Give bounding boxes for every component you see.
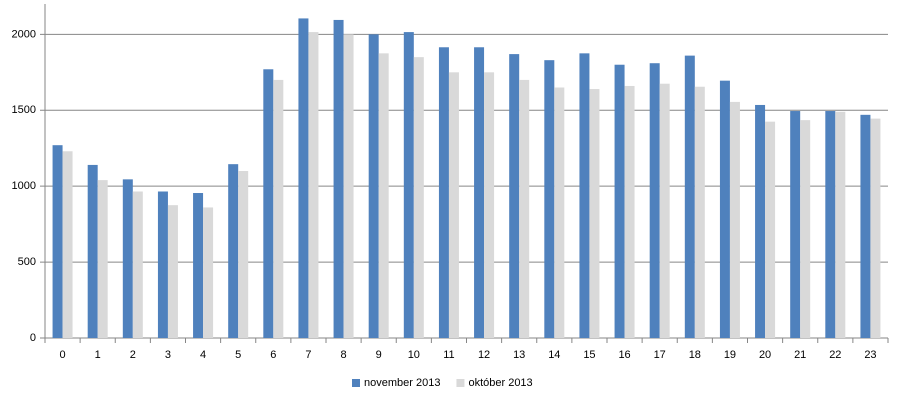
bar (298, 18, 309, 338)
bar (193, 193, 204, 338)
bar (659, 83, 670, 338)
bar (167, 205, 178, 338)
x-tick-label: 15 (583, 349, 595, 361)
bar (238, 171, 249, 338)
bar (157, 191, 168, 338)
x-tick-label: 9 (376, 349, 382, 361)
bar (87, 164, 98, 338)
bar (579, 53, 590, 338)
bar (509, 54, 520, 338)
x-tick-label: 16 (618, 349, 630, 361)
bar (203, 207, 214, 338)
x-tick-label: 22 (829, 349, 841, 361)
x-tick-label: 2 (130, 349, 136, 361)
y-tick-label: 0 (30, 332, 36, 344)
bar (413, 57, 424, 339)
legend-label: október 2013 (468, 377, 532, 389)
bar (544, 60, 555, 338)
x-tick-label: 5 (235, 349, 241, 361)
x-tick-label: 3 (165, 349, 171, 361)
x-tick-label: 13 (513, 349, 525, 361)
bar (765, 121, 776, 338)
bar (484, 72, 495, 339)
x-tick-label: 21 (794, 349, 806, 361)
bar (800, 120, 811, 339)
bar (52, 145, 63, 338)
x-tick-label: 23 (864, 349, 876, 361)
x-tick-label: 20 (759, 349, 771, 361)
x-tick-label: 6 (270, 349, 276, 361)
bar (755, 104, 766, 338)
legend-swatch (352, 379, 360, 387)
bar (694, 86, 705, 338)
legend-label: november 2013 (364, 377, 440, 389)
bar (554, 87, 565, 338)
y-tick-label: 500 (18, 256, 36, 268)
bar (273, 79, 284, 338)
x-tick-label: 10 (408, 349, 420, 361)
bar (825, 111, 836, 338)
bar (343, 34, 354, 338)
bar (228, 164, 239, 338)
y-tick-label: 2000 (12, 28, 36, 40)
bar (378, 53, 389, 338)
x-tick-label: 0 (60, 349, 66, 361)
bar (448, 72, 459, 339)
x-tick-label: 1 (95, 349, 101, 361)
x-tick-label: 11 (443, 349, 454, 361)
bar (835, 111, 846, 338)
x-tick-label: 7 (305, 349, 311, 361)
bar (438, 47, 449, 338)
bar (368, 34, 379, 338)
x-tick-label: 12 (478, 349, 490, 361)
bar (403, 32, 414, 338)
x-tick-label: 17 (654, 349, 666, 361)
bar (860, 114, 871, 338)
bar (519, 79, 530, 338)
bar (624, 85, 635, 339)
bar (122, 179, 133, 338)
bar (97, 180, 108, 338)
bar (614, 64, 625, 339)
bar (333, 19, 344, 338)
bar (870, 118, 881, 338)
bar (684, 55, 695, 338)
bar (589, 89, 600, 338)
bar (132, 191, 143, 338)
x-tick-label: 18 (689, 349, 701, 361)
legend-swatch (456, 379, 465, 387)
x-tick-label: 14 (548, 349, 560, 361)
bar (308, 32, 319, 338)
bar (263, 69, 274, 339)
x-tick-label: 19 (724, 349, 736, 361)
bar (474, 47, 485, 338)
y-tick-label: 1000 (12, 180, 36, 192)
bar (719, 80, 730, 338)
bar (649, 63, 660, 338)
x-tick-label: 8 (341, 349, 347, 361)
bar (729, 101, 740, 338)
x-tick-label: 4 (200, 349, 206, 361)
y-tick-label: 1500 (12, 104, 36, 116)
bar (62, 151, 73, 338)
bar (790, 111, 801, 338)
